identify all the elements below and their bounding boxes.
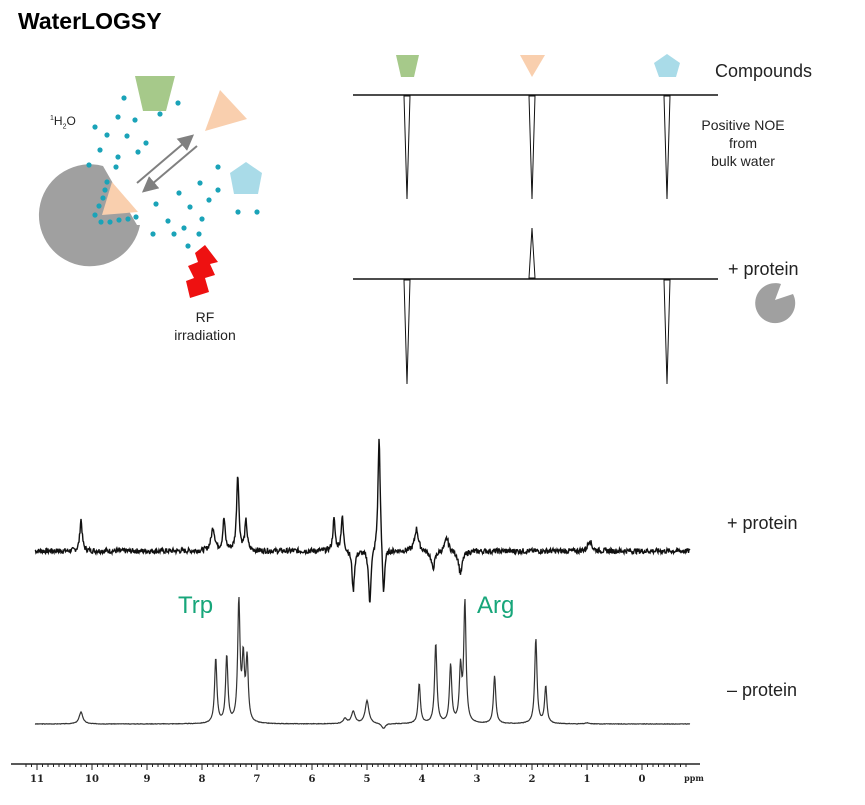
peach-triangle-compound-icon	[205, 90, 247, 131]
axis-tick-label: 8	[199, 774, 206, 785]
nmr-spectra: 11 10 9 8 7 6 5 4 3 2 1 0 ppm	[11, 438, 704, 785]
water-dot	[187, 204, 193, 210]
water-dot	[143, 140, 149, 146]
water-dot	[157, 111, 163, 117]
spectrum-with-protein	[34, 438, 691, 603]
water-dot	[199, 216, 205, 222]
water-molecules	[86, 95, 260, 249]
positive-noe-label: Positive NOE from bulk water	[683, 116, 803, 170]
water-label-subscript: 2	[62, 123, 67, 131]
water-dot	[150, 231, 156, 237]
axis-tick-label: 9	[144, 774, 151, 785]
noe-label-line1: Positive NOE	[701, 117, 785, 133]
trp-annotation: Trp	[178, 592, 214, 619]
compounds-label: Compounds	[715, 61, 813, 81]
water-dot	[175, 100, 181, 106]
axis-tick-label: 11	[30, 774, 44, 785]
spectrum-with-protein-label: + protein	[727, 513, 798, 533]
water-dot	[92, 124, 98, 130]
schematic-spectra	[353, 54, 796, 385]
water-dot	[116, 217, 122, 223]
spectrum-without-protein-label: – protein	[727, 680, 798, 700]
water-dot	[235, 209, 241, 215]
water-label-o: O	[66, 114, 76, 128]
ppm-axis: 11 10 9 8 7 6 5 4 3 2 1 0 ppm	[25, 764, 704, 785]
with-protein-peak-blue	[663, 279, 671, 385]
water-dot	[153, 201, 159, 207]
axis-tick-label: 4	[419, 774, 426, 785]
blue-pentagon-compound-icon	[230, 162, 262, 194]
water-dot	[97, 147, 103, 153]
protein-pacman-small-icon	[755, 283, 796, 324]
figure-title: WaterLOGSY	[18, 8, 162, 34]
water-dot	[121, 95, 127, 101]
axis-tick-label: 7	[254, 774, 261, 785]
axis-tick-label: 0	[639, 774, 646, 785]
protein-pacman-icon	[38, 164, 140, 267]
water-dot	[96, 203, 102, 209]
axis-tick-label: 3	[474, 774, 481, 785]
water-dot	[104, 132, 110, 138]
water-dot	[185, 243, 191, 249]
water-dot	[86, 162, 92, 168]
rf-irradiation-label: RF irradiation	[160, 308, 250, 344]
water-dot	[215, 164, 221, 170]
water-dot	[132, 117, 138, 123]
axis-unit-label: ppm	[684, 773, 704, 783]
water-dot	[181, 225, 187, 231]
compound-green-marker-icon	[396, 55, 419, 77]
water-dot	[115, 154, 121, 160]
water-label-isotope: 1	[50, 115, 54, 122]
noe-label-line3: bulk water	[711, 153, 775, 169]
water-dot	[104, 179, 110, 185]
water-dot	[135, 149, 141, 155]
water-dot	[254, 209, 260, 215]
release-arrow-icon	[141, 145, 198, 193]
water-label: 1H2O	[50, 114, 76, 130]
water-dot	[196, 231, 202, 237]
spectrum-without-protein	[34, 596, 691, 729]
water-dot	[206, 197, 212, 203]
water-dot	[165, 218, 171, 224]
water-dot	[115, 114, 121, 120]
water-dot	[107, 219, 113, 225]
noe-peak-blue	[663, 95, 671, 200]
arg-annotation: Arg	[477, 592, 515, 619]
axis-tick-label: 10	[85, 774, 99, 785]
water-dot	[92, 212, 98, 218]
compound-peach-marker-icon	[520, 55, 545, 77]
rf-label-line1: RF	[195, 309, 215, 325]
axis-tick-label: 1	[584, 774, 591, 785]
green-trapezoid-compound-icon	[135, 76, 175, 111]
noe-label-line2: from	[729, 135, 757, 151]
water-dot	[98, 219, 104, 225]
axis-tick-label: 5	[364, 774, 371, 785]
schematic-diagram	[38, 76, 262, 298]
with-protein-peak-peach	[528, 227, 536, 279]
water-dot	[102, 187, 108, 193]
water-dot	[113, 164, 119, 170]
noe-peak-peach	[528, 95, 536, 200]
axis-tick-label: 6	[309, 774, 316, 785]
binding-arrow-icon	[136, 134, 195, 184]
water-dot	[124, 133, 130, 139]
compound-blue-marker-icon	[654, 54, 680, 77]
with-protein-peak-green	[403, 279, 411, 385]
water-dot	[197, 180, 203, 186]
bound-compound-triangle-icon	[102, 182, 138, 215]
rf-label-line2: irradiation	[174, 327, 236, 343]
water-dot	[176, 190, 182, 196]
schematic-with-protein-label: + protein	[728, 259, 799, 279]
water-dot	[171, 231, 177, 237]
water-dot	[215, 187, 221, 193]
water-dot	[100, 195, 106, 201]
axis-tick-label: 2	[529, 774, 536, 785]
water-label-h: H	[53, 114, 63, 128]
water-dot	[133, 214, 139, 220]
rf-irradiation-icon	[186, 245, 218, 298]
water-dot	[125, 216, 131, 222]
noe-peak-green	[403, 95, 411, 200]
